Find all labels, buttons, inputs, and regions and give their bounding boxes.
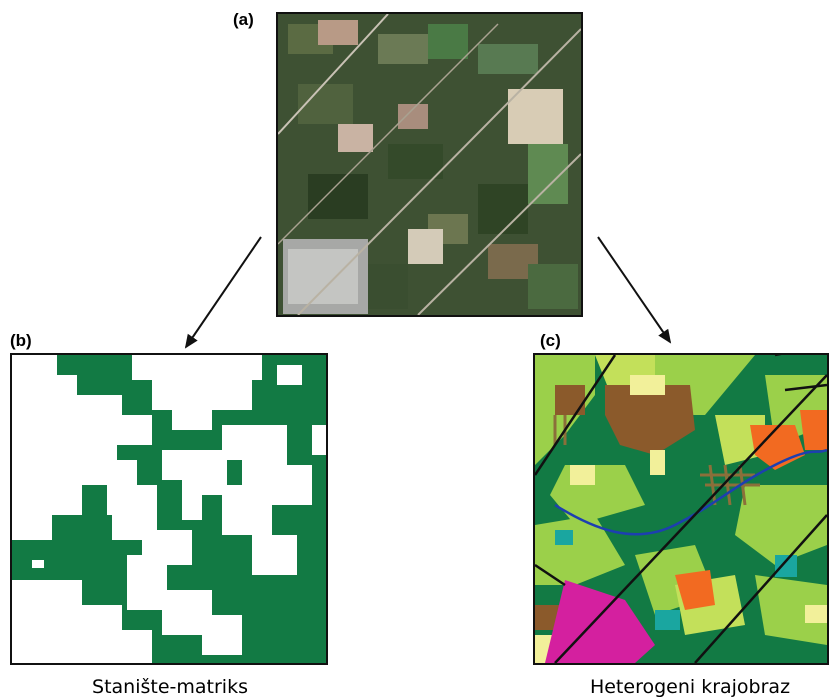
- arrow-left: [184, 236, 262, 349]
- caption-heterogeneous-landscape: Heterogeni krajobraz: [589, 676, 791, 698]
- heterogeneous-landscape-map: [533, 353, 829, 665]
- panel-c-label: (c): [540, 331, 561, 350]
- caption-habitat-matrix: Stanište-matriks: [92, 676, 248, 698]
- panel-b-label: (b): [10, 331, 32, 350]
- aerial-photo: [276, 12, 583, 317]
- heterogeneous-landscape-image: [535, 355, 827, 663]
- habitat-matrix-image: [12, 355, 326, 663]
- arrow-right: [597, 236, 672, 344]
- panel-a-label: (a): [233, 10, 254, 29]
- aerial-photo-image: [278, 14, 581, 315]
- habitat-matrix-map: [10, 353, 328, 665]
